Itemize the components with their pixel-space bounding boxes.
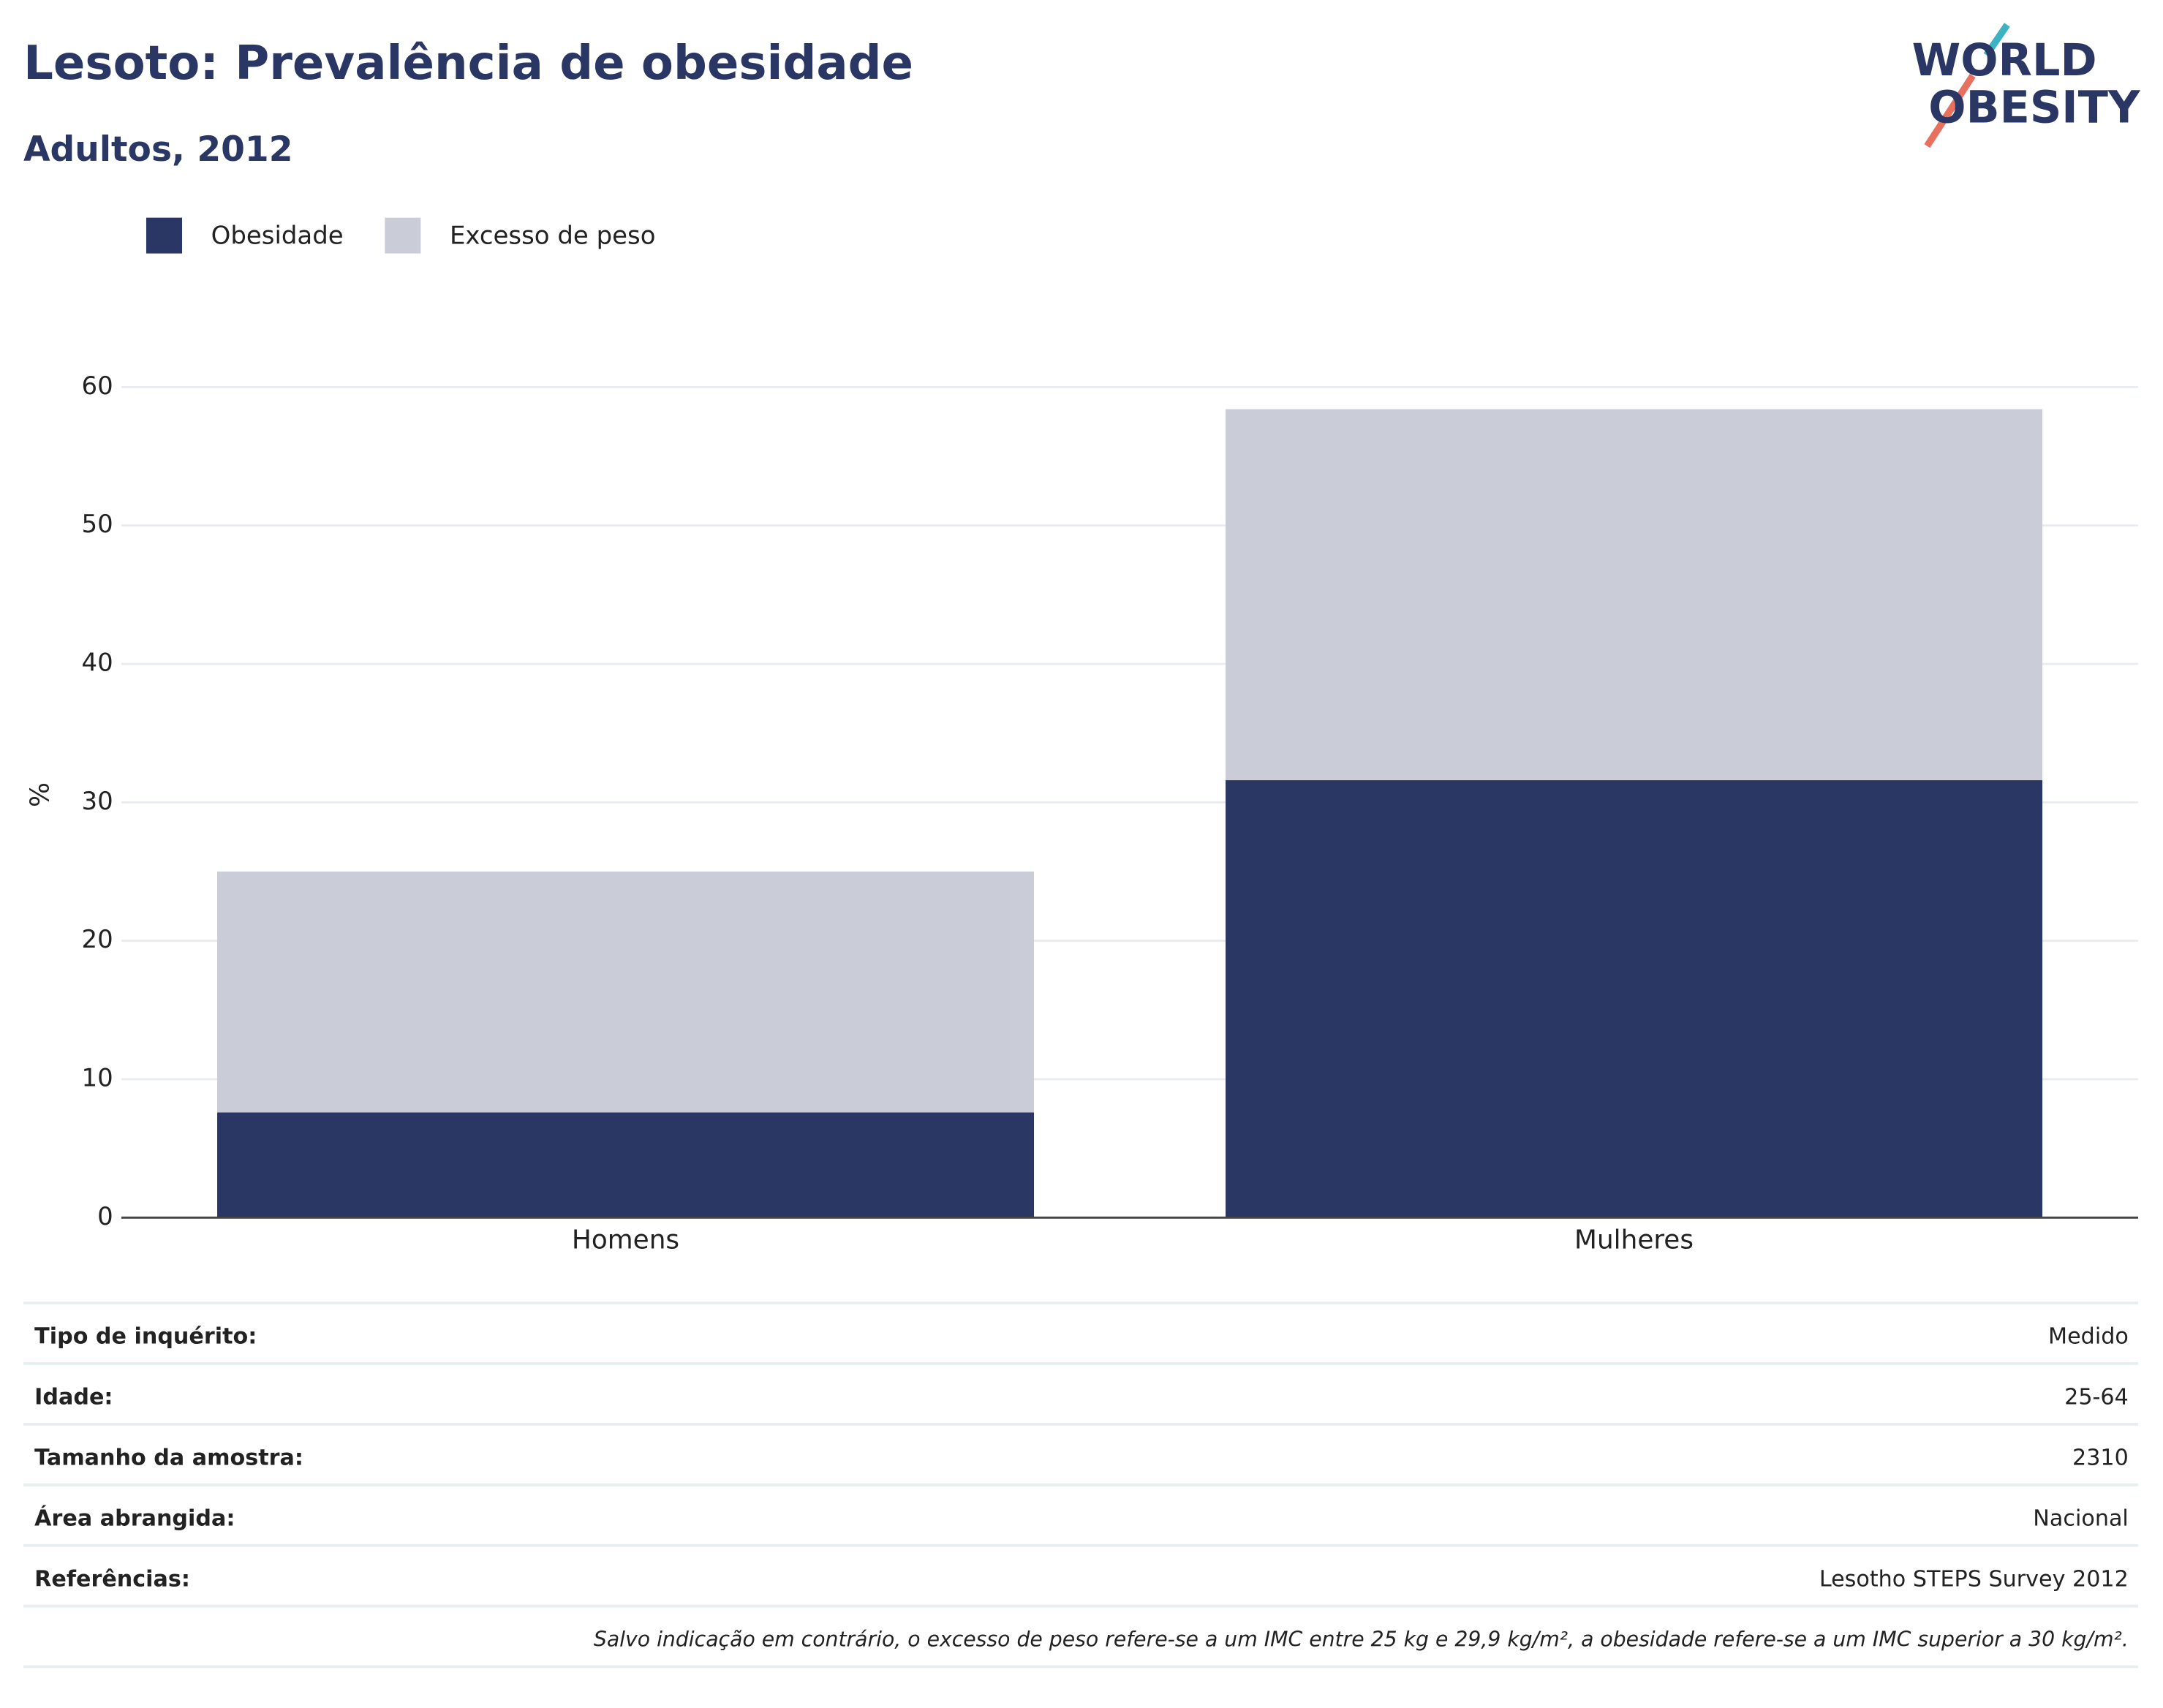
chart-subtitle: Adultos, 2012 [23,129,292,170]
chart-title: Lesoto: Prevalência de obesidade [23,37,913,91]
info-label: Tipo de inquérito: [34,1324,257,1350]
info-label: Tamanho da amostra: [34,1446,303,1471]
bar [1226,780,2043,1218]
logo-text: OBESITY [1928,82,2141,133]
legend-label: Obesidade [211,222,344,251]
info-label: Área abrangida: [34,1505,235,1531]
y-tick-label: 20 [81,926,113,954]
info-label: Idade: [34,1385,113,1410]
bar [217,872,1035,1113]
logo-slash [1924,74,1976,148]
y-tick-label: 10 [81,1065,113,1093]
x-tick-label: Homens [572,1225,679,1255]
legend-swatch [385,217,421,254]
legend-swatch [146,217,183,254]
y-tick-label: 50 [81,510,113,539]
info-value: 25-64 [2064,1385,2129,1410]
info-label: Referências: [34,1566,190,1592]
info-note: Salvo indicação em contrário, o excesso … [594,1628,2129,1652]
bar [217,1112,1035,1218]
y-tick-label: 30 [81,787,113,816]
logo-text: WORLD [1912,35,2097,86]
x-tick-label: Mulheres [1574,1225,1694,1255]
bar [1226,409,2043,781]
logo-slash [1983,23,2010,58]
info-value: Nacional [2033,1505,2129,1531]
y-tick-label: 0 [97,1203,113,1231]
y-tick-label: 40 [81,649,113,678]
y-axis-label: % [26,782,56,807]
info-value: Medido [2048,1324,2129,1350]
info-value: Lesotho STEPS Survey 2012 [1819,1566,2129,1592]
y-tick-label: 60 [81,372,113,401]
info-value: 2310 [2072,1446,2129,1471]
legend-label: Excesso de peso [450,222,656,251]
